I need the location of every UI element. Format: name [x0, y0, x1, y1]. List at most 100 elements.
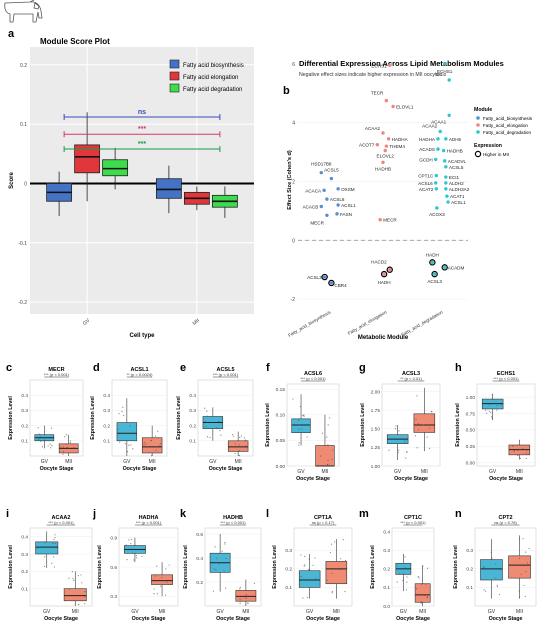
data-point: [436, 147, 440, 151]
jitter-point: [43, 565, 46, 568]
x-tick-label: MII: [321, 469, 328, 475]
y-tick-label: -0.1: [18, 241, 27, 247]
box-mii: [227, 431, 249, 457]
gene-label: ACOX3: [429, 212, 445, 217]
y-tick-label: 0.2: [466, 567, 473, 573]
mii-ring: [328, 279, 335, 287]
jitter-point: [344, 591, 346, 593]
box: [413, 413, 436, 433]
panel-label-m: m: [359, 508, 369, 520]
point-acsl6: ACSL6: [325, 197, 345, 202]
y-tick-label: 0.1: [466, 585, 473, 591]
chart-title: CPT1A: [314, 515, 332, 521]
x-axis-label: Oocyte Stage: [489, 616, 523, 622]
jitter-point: [299, 405, 302, 408]
jitter-point: [406, 451, 408, 453]
box-fatty-acid-elongation: [183, 186, 210, 211]
mii-ring: [380, 270, 388, 278]
jitter-point: [141, 555, 143, 557]
y-tick-label: -0.2: [18, 300, 27, 306]
jitter-point: [206, 415, 208, 417]
point-gcdh: GCDH: [419, 157, 438, 162]
jitter-point: [62, 453, 64, 455]
jitter-point: [130, 548, 132, 550]
panel-label-h: h: [455, 362, 462, 374]
point-mecr: MECR: [378, 218, 397, 223]
panel-label-k: k: [180, 508, 187, 520]
jitter-point: [522, 447, 524, 449]
gene-label: ACSL3: [307, 275, 322, 280]
jitter-point: [483, 589, 485, 591]
jitter-point: [130, 542, 132, 545]
jitter-point: [245, 594, 247, 596]
data-point: [441, 148, 446, 153]
y-tick-label: 0.3: [189, 408, 196, 414]
y-tick-label: 0.2: [103, 423, 110, 429]
data-point: [430, 260, 435, 265]
jitter-point: [525, 457, 527, 459]
jitter-point: [416, 447, 418, 449]
data-point: [382, 272, 386, 276]
jitter-point: [234, 452, 236, 455]
jitter-point: [498, 593, 500, 596]
box: [298, 570, 321, 588]
chart-g: 1.00 1.25 1.50 1.75 2.00 GV MII ACSL3** (p < 0.…: [360, 371, 441, 482]
jitter-point: [72, 578, 74, 580]
significance-label: ns: [138, 109, 146, 116]
chart-title: Module Score Plot: [40, 37, 110, 46]
point-acaca: ACACA: [305, 188, 326, 193]
jitter-point: [134, 553, 136, 555]
jitter-point: [53, 566, 56, 568]
jitter-point: [50, 447, 52, 449]
jitter-point: [303, 415, 305, 417]
point-hadha: HADHA: [386, 137, 409, 142]
jitter-point: [404, 567, 406, 569]
chart-title: ACSL1: [130, 367, 148, 373]
jitter-point: [77, 574, 79, 577]
y-tick-label: 0.1: [285, 585, 292, 591]
panel-label-l: l: [266, 508, 269, 520]
x-tick-label: GV: [82, 317, 92, 327]
y-tick-label: 0.2: [20, 63, 27, 69]
jitter-point: [155, 449, 157, 451]
jitter-point: [44, 542, 46, 544]
significance-bracket: ***: [63, 141, 221, 153]
data-point: [378, 218, 382, 222]
jitter-point: [160, 585, 162, 587]
jitter-point: [161, 576, 163, 579]
jitter-point: [62, 450, 64, 453]
jitter-point: [60, 446, 62, 449]
jitter-point: [332, 449, 334, 451]
y-tick-label: 0.2: [285, 567, 292, 573]
significance-bracket: ***: [63, 126, 221, 138]
jitter-point: [218, 563, 220, 565]
box: [235, 590, 257, 602]
jitter-point: [204, 421, 206, 423]
jitter-point: [428, 427, 430, 429]
y-tick-label: 0.3: [21, 408, 28, 414]
jitter-point: [397, 451, 399, 454]
gene-label: ELOVL2: [377, 154, 395, 159]
jitter-point: [80, 574, 82, 576]
jitter-point: [221, 550, 223, 552]
jitter-point: [125, 544, 128, 546]
point-acsl3: ACSL3: [307, 273, 328, 281]
legend-dot: [476, 130, 480, 134]
jitter-point: [238, 449, 241, 452]
jitter-point: [339, 568, 341, 571]
box-gv: [209, 534, 231, 592]
box: [35, 541, 59, 555]
jitter-point: [157, 430, 159, 432]
data-point: [432, 272, 437, 276]
x-tick-label: GV: [123, 459, 131, 465]
y-tick-label: 0.1: [21, 586, 28, 592]
point-them4: THEM4: [384, 144, 405, 149]
jitter-point: [331, 458, 333, 461]
jitter-point: [424, 594, 426, 597]
box-gv: [34, 425, 55, 449]
data-point: [444, 165, 448, 169]
jitter-point: [223, 570, 225, 572]
jitter-point: [204, 407, 206, 409]
jitter-point: [206, 436, 209, 438]
jitter-point: [78, 603, 80, 606]
